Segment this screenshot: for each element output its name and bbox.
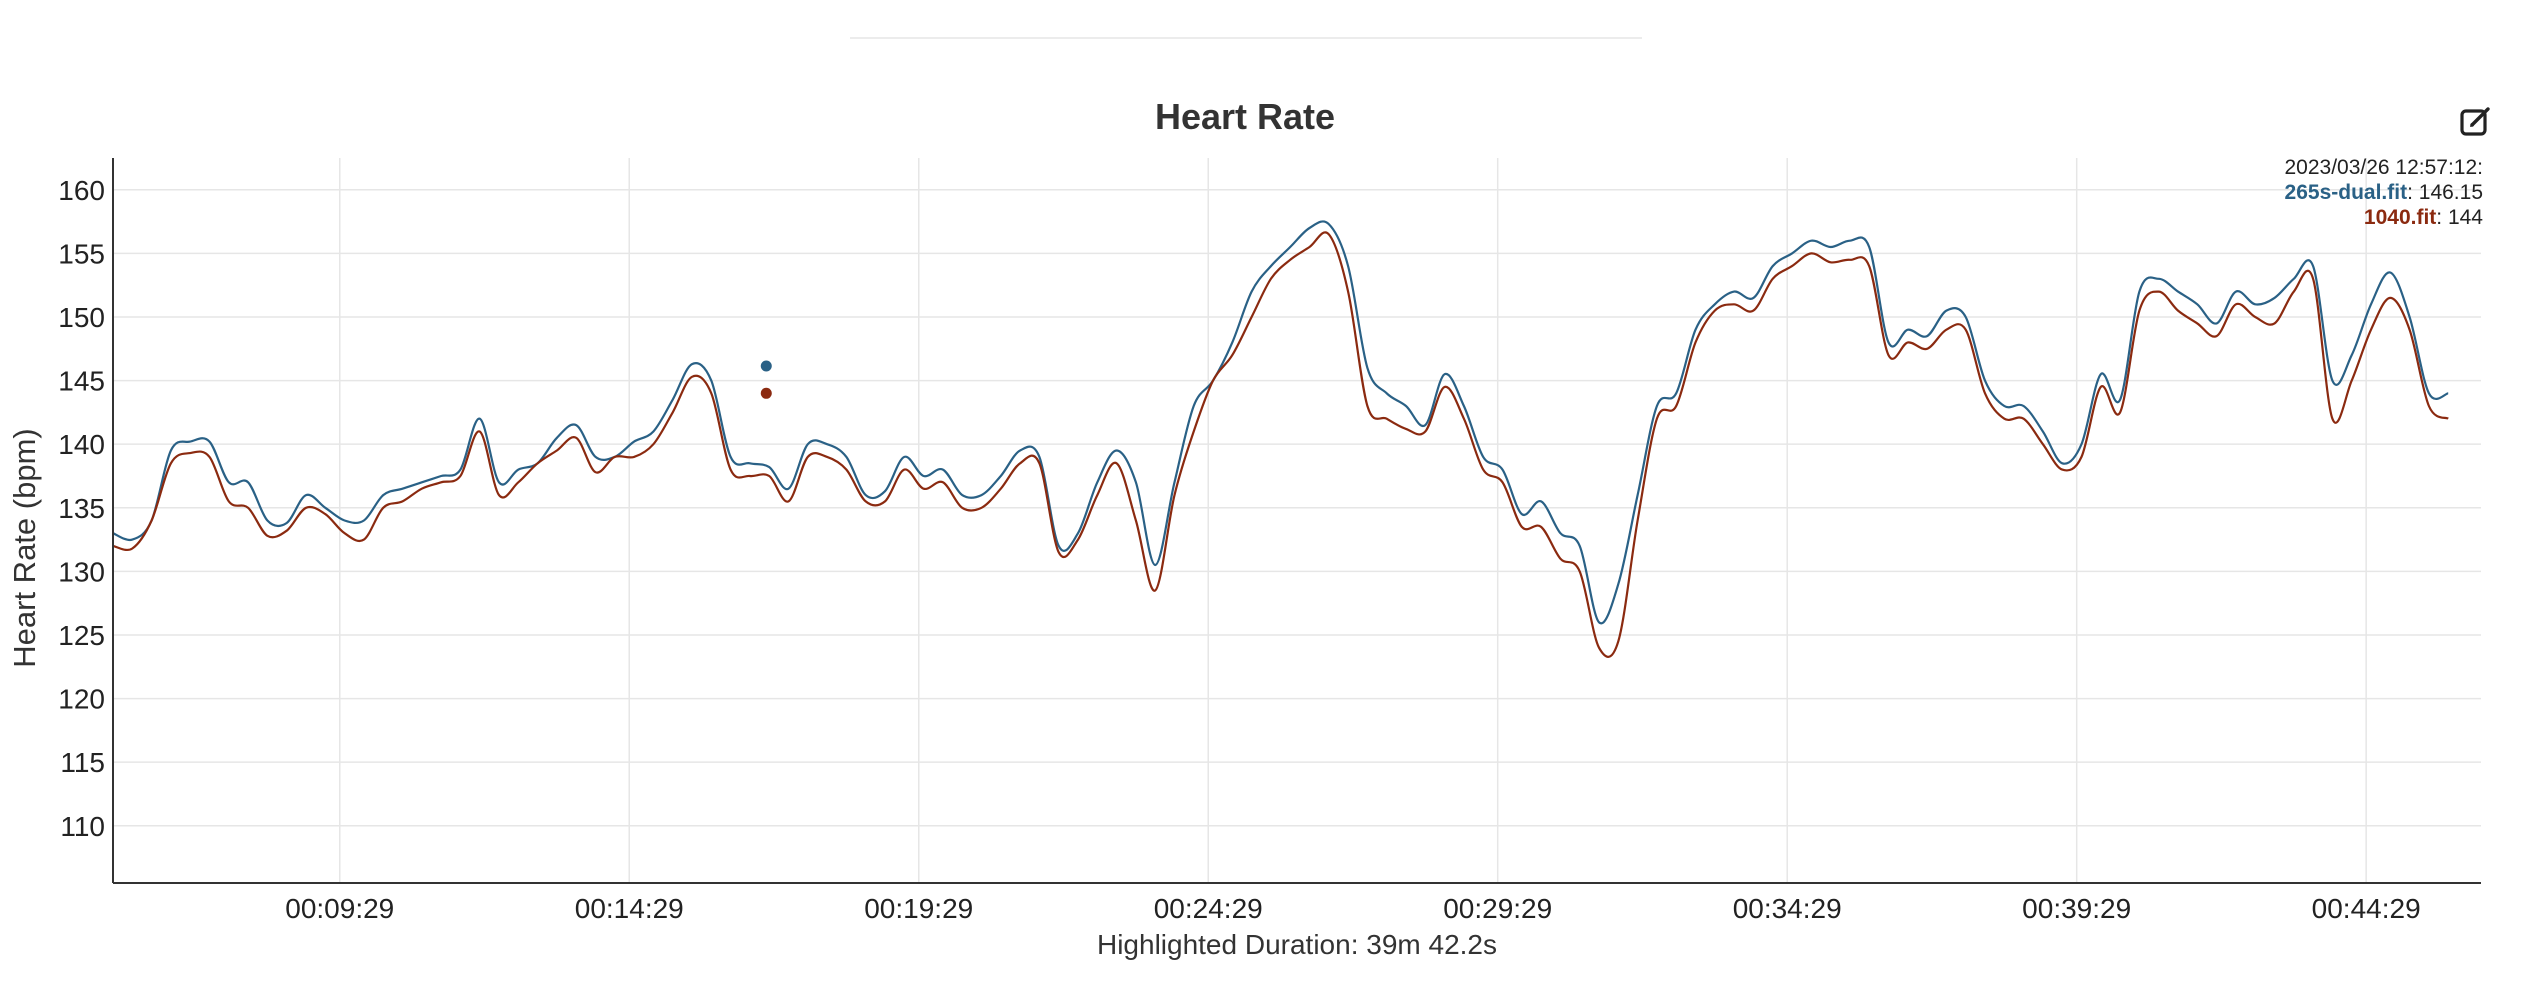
y-axis-label: Heart Rate (bpm) (7, 428, 42, 667)
y-tick-label: 140 (58, 429, 105, 460)
y-tick-label: 135 (58, 493, 105, 524)
tooltip-series1-name: 265s-dual.fit (2284, 181, 2408, 204)
x-tick-label: 00:09:29 (285, 893, 394, 924)
series-line-2 (112, 231, 2449, 658)
x-tick-label: 00:14:29 (575, 893, 684, 924)
top-divider (850, 37, 1642, 39)
hover-markers (760, 360, 772, 399)
x-tick-label: 00:44:29 (2312, 893, 2421, 924)
axes (112, 158, 2481, 884)
hover-point-1 (760, 360, 772, 372)
x-tick-label: 00:39:29 (2022, 893, 2131, 924)
y-tick-label: 150 (58, 302, 105, 333)
tooltip-series2-value: 144 (2447, 206, 2483, 229)
tooltip-series2-row: 1040.fit: 144 (2363, 206, 2483, 229)
hover-point-2 (760, 387, 772, 399)
tooltip-series1-value: 146.15 (2418, 181, 2483, 204)
y-tick-label: 110 (60, 811, 105, 842)
tooltip-series2-name: 1040.fit (2363, 206, 2437, 229)
x-tick-label: 00:34:29 (1733, 893, 1842, 924)
y-tick-label: 155 (58, 238, 105, 269)
y-tick-label: 115 (60, 747, 105, 778)
series-layer (112, 220, 2449, 658)
grid-lines (113, 158, 2481, 883)
y-tick-label: 145 (58, 366, 105, 397)
chart-title: Heart Rate (1154, 96, 1336, 137)
x-tick-label: 00:19:29 (864, 893, 973, 924)
tooltip-timestamp: 2023/03/26 12:57:12: (2284, 156, 2483, 179)
tick-labels: 110 115 120 125 130 135 140 145 150 155 160 00:09:2… (58, 175, 2420, 924)
hover-tooltip: 2023/03/26 12:57:12: 265s-dual.fit: 146.… (2284, 155, 2483, 230)
y-tick-label: 130 (58, 556, 105, 587)
y-tick-label: 125 (58, 620, 105, 651)
series-line-1 (112, 220, 2449, 625)
highlighted-duration: Highlighted Duration: 39m 42.2s (1096, 929, 1497, 960)
y-tick-label: 120 (58, 684, 105, 715)
tooltip-series1-row: 265s-dual.fit: 146.15 (2284, 181, 2483, 204)
x-tick-label: 00:29:29 (1443, 893, 1552, 924)
y-tick-label: 160 (58, 175, 105, 206)
edit-icon[interactable] (2459, 104, 2493, 138)
x-tick-label: 00:24:29 (1154, 893, 1263, 924)
